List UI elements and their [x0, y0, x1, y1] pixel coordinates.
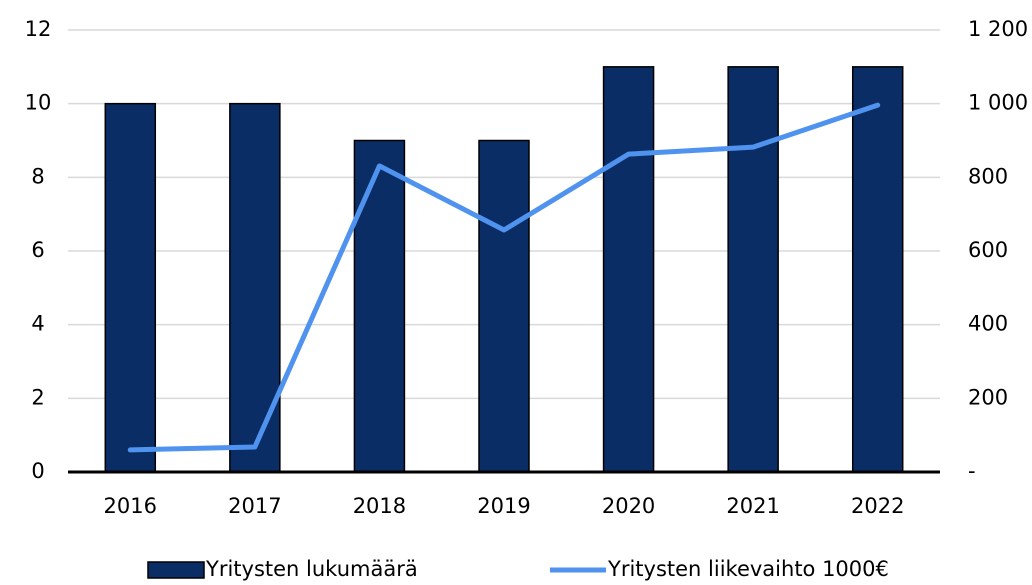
- x-tick-label: 2016: [104, 494, 157, 518]
- y2-tick-label: 600: [968, 238, 1008, 262]
- x-tick-label: 2022: [851, 494, 904, 518]
- bar: [602, 66, 655, 473]
- x-tick-label: 2019: [477, 494, 530, 518]
- y-tick-label: 10: [25, 91, 52, 115]
- y-tick-label: 4: [31, 312, 44, 336]
- y-tick-label: 6: [31, 238, 44, 262]
- legend-label: Yritysten lukumäärä: [205, 557, 418, 581]
- x-tick-label: 2018: [353, 494, 406, 518]
- bar: [727, 66, 779, 473]
- y-tick-label: 12: [25, 17, 52, 41]
- y-tick-label: 2: [31, 385, 44, 409]
- y2-tick-label: 400: [968, 312, 1008, 336]
- bar: [104, 102, 157, 473]
- line: [127, 102, 881, 453]
- bar: [353, 139, 406, 473]
- y2-tick-label: 200: [968, 385, 1008, 409]
- y-tick-label: 0: [31, 459, 44, 483]
- x-tick-label: 2017: [228, 494, 281, 518]
- bar: [478, 139, 530, 473]
- x-tick-label: 2021: [726, 494, 779, 518]
- y2-tick-label: 1 000: [968, 91, 1028, 115]
- x-tick-label: 2020: [602, 494, 655, 518]
- bar: [229, 102, 281, 473]
- y2-tick-label: 800: [968, 164, 1008, 188]
- y2-tick-label: 1 200: [968, 17, 1028, 41]
- legend-swatch: [147, 561, 205, 579]
- y-tick-label: 8: [31, 164, 44, 188]
- y2-tick-label: -: [968, 459, 976, 483]
- legend-label: Yritysten liikevaihto 1000€: [607, 557, 889, 581]
- bar: [851, 66, 904, 473]
